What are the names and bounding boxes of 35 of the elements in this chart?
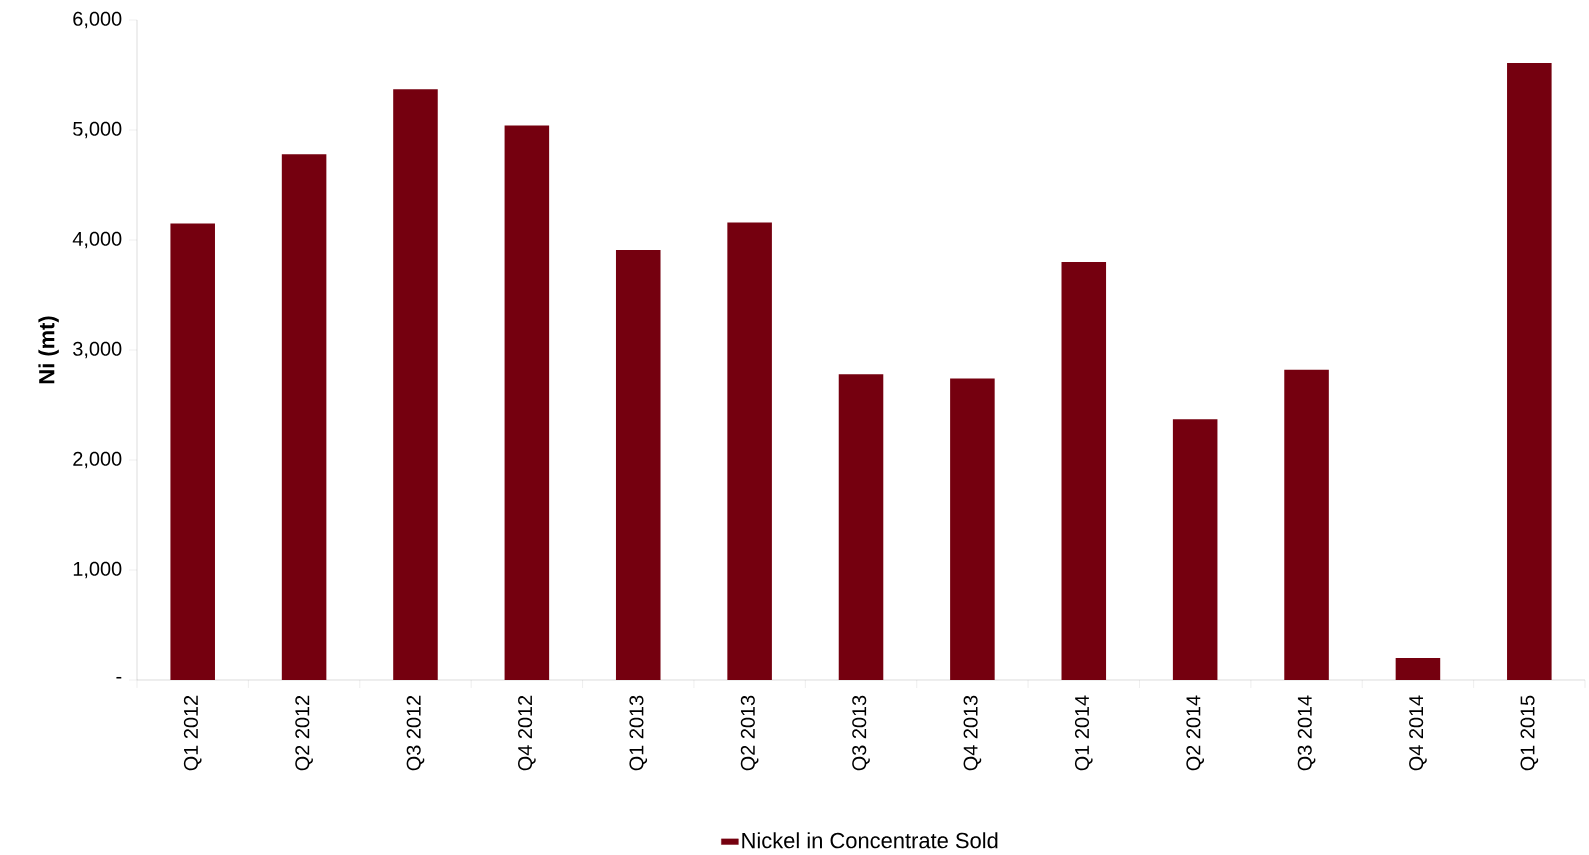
y-tick-label: 5,000 bbox=[73, 121, 122, 139]
y-tick-label: 6,000 bbox=[73, 11, 122, 29]
bar bbox=[615, 249, 661, 680]
x-tick-label: Q4 2012 bbox=[518, 695, 536, 771]
y-tick-label: 2,000 bbox=[73, 451, 122, 469]
bar bbox=[727, 222, 772, 680]
bar bbox=[393, 89, 438, 680]
bar bbox=[1172, 419, 1218, 680]
bar bbox=[504, 125, 550, 680]
y-tick-label: 1,000 bbox=[73, 561, 122, 579]
x-tick-label: Q2 2012 bbox=[295, 695, 313, 771]
x-tick-label: Q3 2012 bbox=[406, 695, 425, 771]
x-tick-label: Q3 2013 bbox=[852, 695, 870, 771]
y-tick-label: - bbox=[116, 676, 122, 679]
x-tick-label: Q4 2014 bbox=[1409, 695, 1427, 771]
y-tick-label: 3,000 bbox=[73, 341, 122, 359]
bar bbox=[1507, 62, 1552, 680]
bar bbox=[1284, 369, 1329, 680]
bar bbox=[950, 378, 995, 680]
bar bbox=[170, 223, 215, 680]
bar bbox=[1395, 657, 1441, 680]
bar bbox=[838, 374, 884, 680]
x-tick-label: Q1 2014 bbox=[1074, 695, 1093, 771]
x-tick-label: Q1 2015 bbox=[1520, 695, 1539, 771]
bar bbox=[1061, 261, 1107, 680]
x-tick-label: Q1 2012 bbox=[183, 695, 202, 771]
legend-label: Nickel in Concentrate Sold bbox=[742, 832, 998, 849]
x-tick-label: Q2 2014 bbox=[1186, 695, 1205, 771]
x-tick-label: Q2 2013 bbox=[740, 695, 759, 771]
y-axis-title: Ni (mt) bbox=[38, 316, 59, 384]
y-tick-label: 4,000 bbox=[72, 231, 122, 249]
bar bbox=[281, 154, 327, 680]
x-tick-label: Q4 2013 bbox=[963, 695, 982, 771]
x-tick-label: Q3 2014 bbox=[1297, 695, 1316, 771]
x-tick-label: Q1 2013 bbox=[629, 695, 648, 771]
